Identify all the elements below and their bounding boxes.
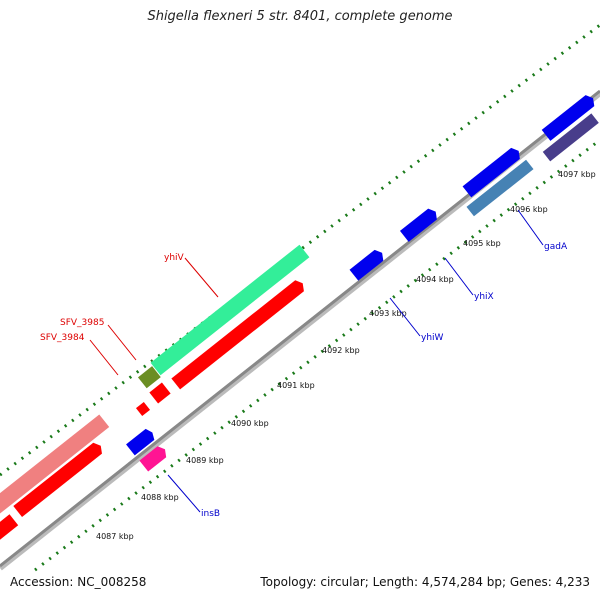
gene-gadA[interactable]	[466, 159, 534, 217]
inner-dotted-ring	[34, 138, 600, 572]
tick-label-4091: 4091 kbp	[277, 381, 315, 390]
tick-label-4090: 4090 kbp	[231, 419, 269, 428]
gene-red-tiny[interactable]	[135, 401, 151, 417]
tick-label-4092: 4092 kbp	[322, 346, 360, 355]
tick-label-4089: 4089 kbp	[186, 456, 224, 465]
tick-label-4095: 4095 kbp	[463, 239, 501, 248]
tick-label-4093: 4093 kbp	[369, 309, 407, 318]
gene-label-insB: insB	[201, 509, 220, 519]
gene-SFV_3984[interactable]	[149, 382, 171, 404]
gene-label-yhiW: yhiW	[421, 333, 444, 343]
gene-insB[interactable]	[139, 444, 169, 472]
leader-yhiV	[184, 257, 219, 298]
gene-label-SFV_3984: SFV_3984	[40, 333, 85, 343]
gene-red-long[interactable]	[171, 278, 307, 390]
gene-label-SFV_3985: SFV_3985	[60, 318, 104, 328]
tick-label-4088: 4088 kbp	[141, 493, 179, 502]
gene-pink-outer[interactable]	[0, 414, 110, 514]
gene-darkblue[interactable]	[542, 113, 599, 162]
tick-label-4094: 4094 kbp	[416, 275, 454, 284]
gene-blue-5[interactable]	[462, 145, 523, 198]
tick-label-4097: 4097 kbp	[558, 170, 596, 179]
gene-yhiV[interactable]	[150, 244, 310, 376]
gene-blue-3[interactable]	[349, 247, 387, 281]
leader-yhiX	[444, 257, 474, 296]
gene-SFV_3985[interactable]	[137, 366, 161, 389]
gene-blue-6[interactable]	[541, 93, 598, 141]
gene-label-gadA: gadA	[544, 242, 568, 252]
gene-label-yhiX: yhiX	[474, 292, 494, 302]
leader-gadA	[517, 209, 544, 246]
genome-stats-text: Topology: circular; Length: 4,574,284 bp…	[260, 575, 590, 589]
gene-red-left-small[interactable]	[0, 514, 19, 544]
gene-blue-mid[interactable]	[126, 427, 157, 456]
gene-red-left[interactable]	[13, 440, 105, 518]
leader-insB	[167, 474, 201, 513]
leader-SFV_3984	[89, 339, 119, 376]
accession-text: Accession: NC_008258	[10, 575, 147, 589]
tick-label-4087: 4087 kbp	[96, 532, 134, 541]
tick-label-4096: 4096 kbp	[510, 205, 548, 214]
leader-yhiW	[389, 297, 421, 337]
gene-blue-4[interactable]	[399, 206, 440, 242]
gene-label-yhiV: yhiV	[164, 253, 185, 263]
map-title: Shigella flexneri 5 str. 8401, complete …	[147, 9, 453, 24]
leader-SFV_3985	[107, 324, 137, 361]
